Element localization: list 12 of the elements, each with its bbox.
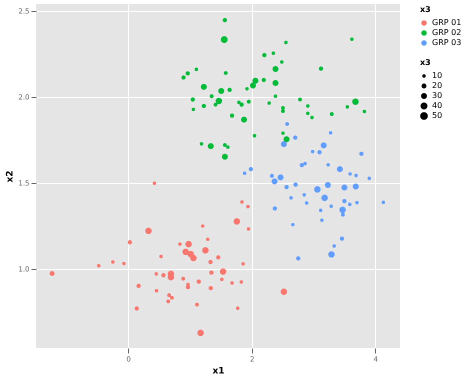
legend-label: 10: [432, 71, 442, 80]
x-axis-title: x1: [212, 366, 225, 376]
legend-label: 40: [432, 101, 442, 110]
legend-label: GRP 02: [432, 28, 462, 37]
legend-label: 20: [432, 81, 442, 90]
legend-label: 30: [432, 91, 442, 100]
legend-label: GRP 01: [432, 18, 462, 27]
text: x3: [420, 58, 431, 67]
legend-label: 50: [432, 111, 442, 120]
legend-title: x3: [420, 5, 431, 14]
legend-label: GRP 03: [432, 38, 462, 47]
y-axis-title: x2: [5, 170, 16, 183]
